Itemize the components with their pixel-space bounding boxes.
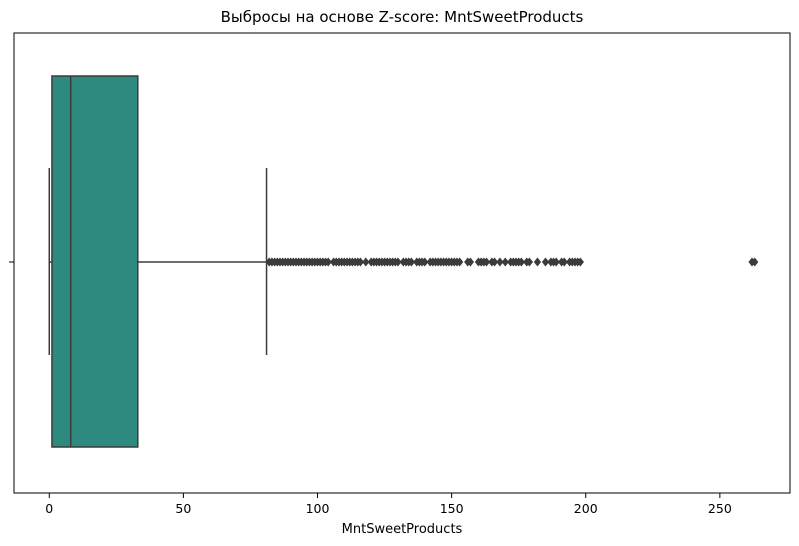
outlier-point — [525, 257, 534, 267]
outlier-point — [517, 257, 526, 267]
outlier-point — [533, 257, 542, 267]
chart-title: Выбросы на основе Z-score: MntSweetProdu… — [221, 8, 584, 26]
outlier-point — [362, 257, 370, 267]
x-tick-label: 100 — [306, 501, 330, 516]
outlier-point — [501, 257, 509, 267]
outlier-point — [466, 257, 475, 267]
x-tick-label: 0 — [45, 501, 53, 516]
x-tick-label: 200 — [574, 501, 598, 516]
outlier-point — [552, 257, 560, 267]
outlier-point — [324, 257, 332, 267]
outlier-point — [421, 257, 429, 267]
outlier-point — [541, 257, 550, 267]
plot-frame — [13, 32, 791, 494]
outlier-point — [576, 257, 585, 267]
outlier-point — [751, 257, 759, 267]
outlier-point — [560, 257, 568, 267]
x-axis-label: MntSweetProducts — [342, 522, 463, 537]
x-tick-label: 150 — [440, 501, 464, 516]
outlier-point — [482, 257, 491, 267]
iqr-box — [51, 75, 139, 448]
outlier-point — [407, 257, 416, 267]
outlier-point — [490, 257, 499, 267]
x-tick-label: 50 — [175, 501, 191, 516]
outlier-point — [455, 257, 464, 267]
outlier-point — [394, 257, 402, 267]
outlier-point — [356, 257, 365, 267]
outlier-point — [496, 257, 504, 267]
x-tick-label: 250 — [708, 501, 732, 516]
